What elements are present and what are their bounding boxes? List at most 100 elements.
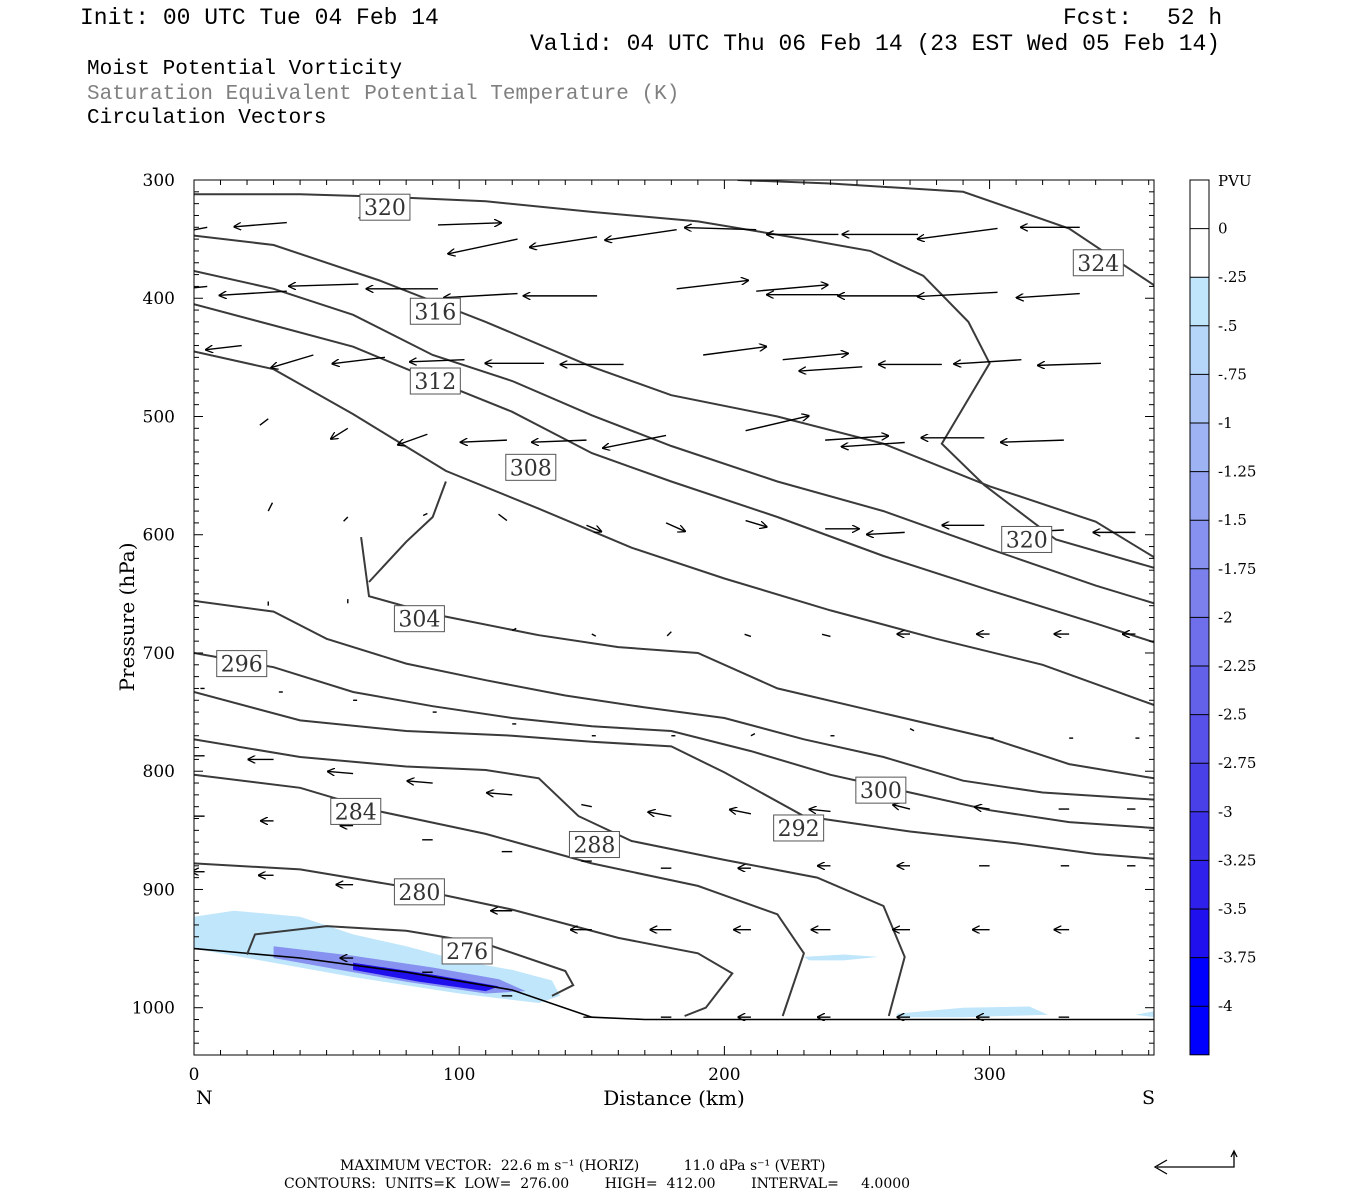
circulation-vector bbox=[591, 633, 597, 637]
circulation-vector bbox=[744, 633, 752, 638]
colorbar-tick-label: -1 bbox=[1218, 414, 1233, 432]
circulation-vector bbox=[332, 356, 386, 363]
colorbar-tick-label: -2.25 bbox=[1218, 657, 1256, 675]
field-title-mpv: Moist Potential Vorticity bbox=[87, 58, 403, 81]
field-title-theta-es: Saturation Equivalent Potential Temperat… bbox=[87, 83, 680, 106]
contour-line bbox=[737, 180, 1154, 287]
colorbar-tick-label: -2 bbox=[1218, 608, 1233, 626]
contour-label: 316 bbox=[414, 300, 456, 325]
colorbar-tick-label: -1.5 bbox=[1218, 511, 1247, 529]
colorbar-segment bbox=[1190, 228, 1209, 278]
mpv-area bbox=[803, 954, 879, 961]
contour-line bbox=[194, 303, 1154, 644]
circulation-vector bbox=[586, 524, 601, 531]
circulation-vectors bbox=[194, 217, 1140, 1017]
contour-line bbox=[194, 862, 734, 1017]
y-tick-label: 400 bbox=[143, 289, 175, 309]
colorbar-segment bbox=[1190, 909, 1209, 958]
circulation-vector bbox=[825, 436, 888, 441]
circulation-vector bbox=[220, 290, 287, 295]
contour-label: 320 bbox=[364, 196, 406, 221]
contour-info-note: CONTOURS: UNITS=K LOW= 276.00 HIGH= 412.… bbox=[284, 1176, 911, 1192]
circulation-vector bbox=[918, 227, 998, 239]
circulation-vector bbox=[676, 280, 748, 290]
colorbar-segment bbox=[1190, 568, 1209, 618]
contour-label: 300 bbox=[860, 779, 902, 804]
circulation-vector bbox=[975, 807, 990, 809]
circulation-vector bbox=[703, 347, 766, 356]
circulation-vector bbox=[444, 292, 518, 298]
contour-label: 312 bbox=[414, 370, 456, 395]
circulation-vector bbox=[665, 522, 685, 531]
contour-label-box bbox=[409, 367, 461, 395]
circulation-vector bbox=[259, 418, 269, 426]
circulation-vector bbox=[422, 512, 428, 517]
colorbar-tick-label: -.5 bbox=[1218, 317, 1237, 335]
contour-label: 288 bbox=[573, 834, 615, 859]
circulation-vector bbox=[437, 223, 501, 225]
y-tick-label: 700 bbox=[143, 644, 175, 664]
contour-label-box bbox=[216, 650, 268, 678]
reference-vector-icon bbox=[1153, 1149, 1238, 1175]
circulation-vector bbox=[530, 236, 598, 248]
circulation-vector bbox=[511, 627, 517, 632]
colorbar-tick-label: -4 bbox=[1218, 997, 1233, 1015]
contour-label: 308 bbox=[510, 456, 552, 481]
colorbar-segment bbox=[1190, 180, 1209, 229]
circulation-vector bbox=[487, 793, 513, 795]
forecast-hour: 52 h bbox=[1167, 5, 1223, 31]
colorbar-segment bbox=[1190, 277, 1209, 326]
theta-es-contours bbox=[194, 180, 1154, 1017]
colorbar-segment bbox=[1190, 423, 1209, 472]
circulation-vector bbox=[194, 285, 208, 289]
valid-time: Valid: 04 UTC Thu 06 Feb 14 (23 EST Wed … bbox=[530, 31, 1221, 57]
colorbar-segment bbox=[1190, 763, 1209, 812]
contour-line bbox=[194, 691, 1154, 860]
contour-label: 324 bbox=[1077, 252, 1119, 277]
circulation-vector bbox=[745, 519, 767, 527]
contour-label-box bbox=[1001, 525, 1053, 553]
circulation-vector bbox=[1038, 363, 1101, 365]
circulation-vector bbox=[448, 238, 518, 254]
colorbar-tick-label: -.75 bbox=[1218, 365, 1247, 383]
y-tick-label: 600 bbox=[143, 526, 175, 546]
y-tick-label: 900 bbox=[143, 880, 175, 900]
colorbar-segment bbox=[1190, 325, 1209, 375]
circulation-vector bbox=[331, 427, 349, 439]
contour-label-box bbox=[330, 797, 382, 825]
circulation-vector bbox=[398, 433, 428, 445]
circulation-vector bbox=[954, 359, 1022, 364]
circulation-vector bbox=[756, 285, 827, 292]
contour-label-box bbox=[1072, 249, 1124, 277]
colorbar-tick-label: -3 bbox=[1218, 803, 1233, 821]
contour-line bbox=[246, 925, 575, 997]
mpv-area bbox=[896, 1006, 1048, 1018]
contour-label: 296 bbox=[221, 653, 263, 678]
contour-label-box bbox=[441, 937, 493, 965]
contour-label-box bbox=[773, 814, 825, 842]
circulation-vector bbox=[343, 516, 349, 522]
contour-label-box bbox=[855, 776, 907, 804]
init-time: Init: 00 UTC Tue 04 Feb 14 bbox=[80, 5, 439, 31]
colorbar-tick-label: -2.75 bbox=[1218, 754, 1256, 772]
circulation-vector bbox=[809, 809, 831, 811]
circulation-vector bbox=[603, 434, 667, 448]
circulation-vector bbox=[666, 631, 672, 637]
circulation-vector bbox=[745, 416, 809, 432]
colorbar-segment bbox=[1190, 471, 1209, 521]
circulation-vector bbox=[328, 771, 354, 773]
colorbar-tick-label: -3.25 bbox=[1218, 851, 1256, 869]
circulation-vector bbox=[918, 291, 998, 296]
contour-line bbox=[194, 234, 1154, 559]
colorbar-segment bbox=[1190, 811, 1209, 861]
north-end-label: N bbox=[196, 1087, 213, 1109]
contour-line bbox=[194, 350, 1154, 706]
colorbar-segment bbox=[1190, 617, 1209, 666]
circulation-vector bbox=[730, 810, 752, 814]
circulation-vector bbox=[234, 221, 287, 227]
colorbar-segment bbox=[1190, 957, 1209, 1007]
circulation-vector bbox=[605, 228, 677, 241]
contour-label-box bbox=[505, 453, 557, 481]
colorbar-segment bbox=[1190, 860, 1209, 909]
contour-line bbox=[368, 481, 447, 583]
